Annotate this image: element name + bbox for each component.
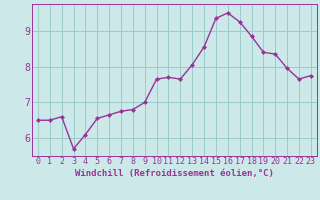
X-axis label: Windchill (Refroidissement éolien,°C): Windchill (Refroidissement éolien,°C) — [75, 169, 274, 178]
